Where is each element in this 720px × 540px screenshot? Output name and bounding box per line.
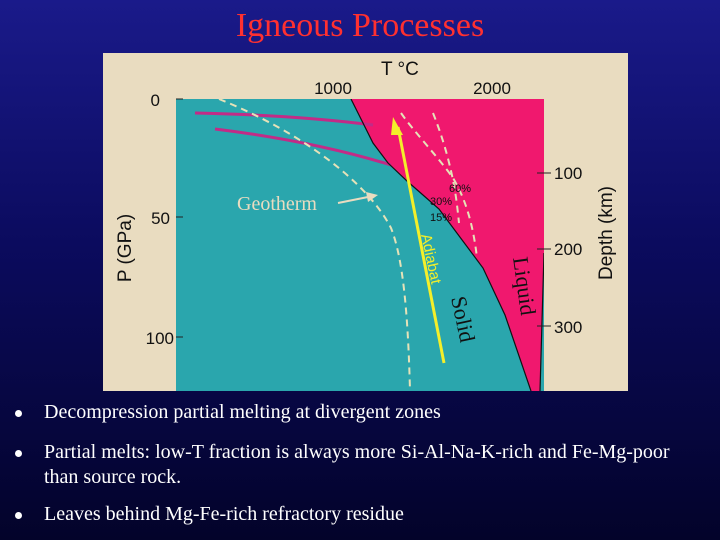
geotherm-line-2: [214, 127, 392, 167]
bullet-item: Decompression partial melting at diverge…: [15, 400, 684, 425]
geotherm-label: Geotherm: [237, 193, 317, 215]
solidus-curve: [350, 99, 532, 391]
left-tick-label-0: 0: [151, 91, 160, 110]
top-tick-label-1000: 1000: [314, 79, 352, 98]
geotherm-arrowhead: [366, 192, 378, 202]
melt-region: [351, 99, 544, 391]
right-axis-label: Depth (km): [596, 186, 617, 280]
bullet-dot: [15, 450, 22, 457]
bullet-item: Partial melts: low-T fraction is always …: [15, 440, 684, 490]
slide-title: Igneous Processes: [235, 7, 485, 44]
right-tick-label-200: 200: [554, 240, 582, 259]
bullet-dot: [15, 410, 22, 417]
top-axis-label: T °C: [381, 59, 419, 80]
dashed-geotherm-curve: [218, 99, 411, 391]
right-tick-label-300: 300: [554, 318, 582, 337]
bullet-text: Leaves behind Mg-Fe-rich refractory resi…: [44, 503, 404, 525]
left-tick-label-50: 50: [151, 209, 170, 228]
dashed-melt-curve-60: [400, 112, 478, 259]
melt-label-15: 15%: [430, 212, 452, 224]
bullet-text: Decompression partial melting at diverge…: [44, 401, 441, 423]
phase-diagram-figure: T °C 1000 2000 0 50 100 P (GPa) 100 200 …: [103, 53, 628, 391]
geotherm-arrow-line: [337, 196, 369, 204]
melt-label-60: 60%: [449, 183, 471, 195]
bullet-dot: [15, 512, 22, 519]
geotherm-line-1: [194, 111, 374, 127]
dashed-melt-curve-30: [432, 112, 460, 224]
left-axis-label: P (GPa): [115, 214, 136, 282]
liquidus-curve: [539, 252, 544, 391]
top-tick-label-2000: 2000: [473, 79, 511, 98]
adiabat-line: [396, 126, 446, 364]
adiabat-arrowhead: [391, 117, 403, 135]
left-tick-label-100: 100: [146, 329, 174, 348]
right-tick-label-100: 100: [554, 164, 582, 183]
bullet-item: Leaves behind Mg-Fe-rich refractory resi…: [15, 502, 684, 527]
bullet-text: Partial melts: low-T fraction is always …: [44, 441, 670, 488]
phase-diagram-svg: T °C 1000 2000 0 50 100 P (GPa) 100 200 …: [115, 59, 617, 391]
melt-label-30: 30%: [430, 196, 452, 208]
